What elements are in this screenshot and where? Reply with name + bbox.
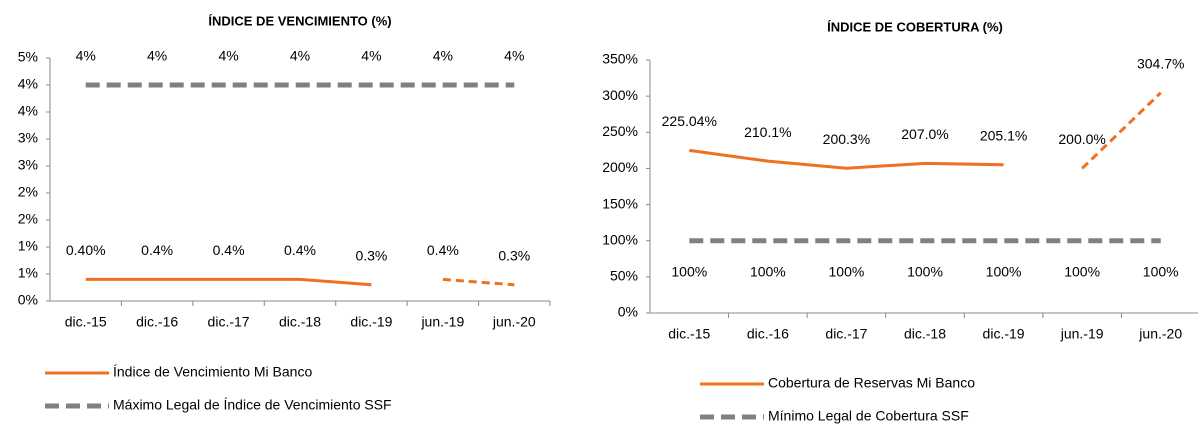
data-label: 200.0% xyxy=(1058,131,1105,147)
x-tick-label: dic.-15 xyxy=(65,314,107,330)
y-tick-label: 4% xyxy=(18,103,38,119)
legend-label: Mínimo Legal de Cobertura SSF xyxy=(768,408,969,424)
data-label: 0.4% xyxy=(427,242,459,258)
y-tick-label: 4% xyxy=(18,76,38,92)
data-label: 100% xyxy=(1064,263,1100,279)
series-line xyxy=(1081,91,1162,170)
data-label: 0.4% xyxy=(141,242,173,258)
x-tick-label: dic.-17 xyxy=(208,314,250,330)
y-tick-label: 300% xyxy=(602,87,638,103)
legend-label: Cobertura de Reservas Mi Banco xyxy=(768,375,975,391)
data-label: 0.4% xyxy=(284,242,316,258)
x-tick-label: dic.-17 xyxy=(825,326,867,342)
y-tick-label: 200% xyxy=(602,159,638,175)
data-label: 4% xyxy=(504,48,524,64)
data-label: 4% xyxy=(147,48,167,64)
x-tick-label: jun.-19 xyxy=(1060,326,1104,342)
data-label: 0.40% xyxy=(66,242,106,258)
x-tick-label: dic.-16 xyxy=(747,326,789,342)
data-label: 4% xyxy=(76,48,96,64)
data-label: 0.3% xyxy=(498,248,530,264)
x-tick-label: dic.-15 xyxy=(668,326,710,342)
data-label: 4% xyxy=(361,48,381,64)
data-label: 100% xyxy=(829,263,865,279)
data-label: 4% xyxy=(218,48,238,64)
y-tick-label: 1% xyxy=(18,265,38,281)
series-line xyxy=(442,277,515,287)
data-label: 200.3% xyxy=(823,131,870,147)
series-line xyxy=(85,277,372,287)
x-tick-label: dic.-19 xyxy=(983,326,1025,342)
y-tick-label: 3% xyxy=(18,130,38,146)
data-label: 100% xyxy=(986,263,1022,279)
x-tick-label: dic.-18 xyxy=(904,326,946,342)
y-tick-label: 350% xyxy=(602,51,638,67)
x-tick-label: dic.-19 xyxy=(350,314,392,330)
x-tick-label: jun.-19 xyxy=(420,314,464,330)
y-tick-label: 150% xyxy=(602,195,638,211)
chart-title: ÍNDICE DE VENCIMIENTO (%) xyxy=(208,13,391,28)
y-tick-label: 0% xyxy=(618,304,638,320)
data-label: 0.3% xyxy=(355,248,387,264)
data-label: 0.4% xyxy=(213,242,245,258)
legend-label: Índice de Vencimiento Mi Banco xyxy=(113,364,312,380)
data-label: 4% xyxy=(433,48,453,64)
x-tick-label: jun.-20 xyxy=(492,314,536,330)
data-label: 205.1% xyxy=(980,127,1027,143)
y-tick-label: 100% xyxy=(602,231,638,247)
y-tick-label: 5% xyxy=(18,49,38,65)
data-label: 225.04% xyxy=(662,113,717,129)
y-tick-label: 2% xyxy=(18,184,38,200)
y-tick-label: 250% xyxy=(602,123,638,139)
data-label: 210.1% xyxy=(744,124,791,140)
x-tick-label: dic.-18 xyxy=(279,314,321,330)
x-tick-label: jun.-20 xyxy=(1138,326,1182,342)
data-label: 4% xyxy=(290,48,310,64)
y-tick-label: 1% xyxy=(18,238,38,254)
x-tick-label: dic.-16 xyxy=(136,314,178,330)
data-label: 304.7% xyxy=(1137,55,1184,71)
chart-title: ÍNDICE DE COBERTURA (%) xyxy=(827,19,1003,34)
y-tick-label: 0% xyxy=(18,292,38,308)
data-label: 100% xyxy=(671,263,707,279)
series-line xyxy=(689,148,1004,170)
y-tick-label: 2% xyxy=(18,211,38,227)
data-label: 100% xyxy=(1143,263,1179,279)
data-label: 100% xyxy=(907,263,943,279)
y-tick-label: 50% xyxy=(610,268,638,284)
data-label: 100% xyxy=(750,263,786,279)
y-tick-label: 3% xyxy=(18,157,38,173)
legend-label: Máximo Legal de Índice de Vencimiento SS… xyxy=(113,397,392,413)
data-label: 207.0% xyxy=(901,126,948,142)
